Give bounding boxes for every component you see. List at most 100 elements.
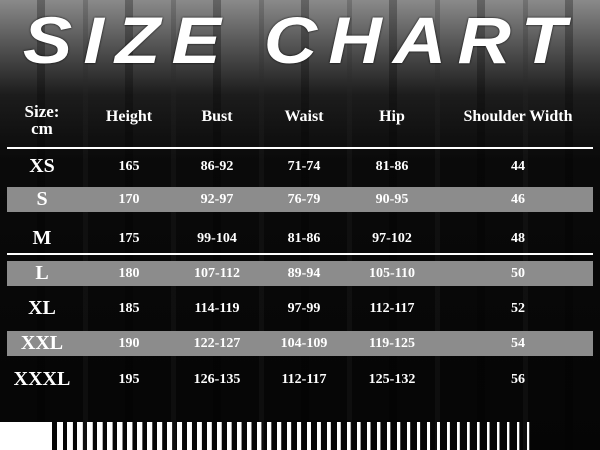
- barcode-stripe: [457, 422, 460, 450]
- barcode-stripe: [77, 422, 83, 450]
- barcode-stripe: [447, 422, 450, 450]
- cell-hip: 105-110: [369, 266, 415, 281]
- divider: [7, 147, 593, 149]
- cell-height: 170: [118, 192, 140, 207]
- cell-shoulder: 50: [511, 266, 525, 281]
- cell-waist: 71-74: [287, 159, 321, 174]
- barcode-stripe: [387, 422, 391, 450]
- table-row: S 170 92-97 76-79 90-95 46: [0, 187, 600, 212]
- cell-hip: 119-125: [369, 336, 415, 351]
- barcode-stripe: [527, 422, 530, 450]
- cell-height: 165: [118, 159, 140, 174]
- divider: [7, 253, 593, 255]
- cell-height: 185: [118, 301, 140, 316]
- barcode-stripe: [427, 422, 431, 450]
- cell-size: XXXL: [13, 368, 71, 390]
- cell-shoulder: 46: [511, 192, 525, 207]
- table-row: L 180 107-112 89-94 105-110 50: [0, 261, 600, 286]
- cell-bust: 86-92: [200, 159, 234, 174]
- barcode-stripe: [487, 422, 490, 450]
- cell-waist: 89-94: [287, 266, 321, 281]
- barcode-stripe: [337, 422, 341, 450]
- barcode-stripe: [247, 422, 252, 450]
- barcode-stripe: [367, 422, 371, 450]
- cell-hip: 81-86: [375, 159, 409, 174]
- cell-height: 180: [118, 266, 140, 281]
- barcode-stripe: [317, 422, 321, 450]
- cell-hip: 90-95: [375, 192, 409, 207]
- table-row: XXXL 195 126-135 112-117 125-132 56: [0, 367, 600, 392]
- cell-hip: 125-132: [368, 372, 416, 387]
- table-row: M 175 99-104 81-86 97-102 48: [0, 226, 600, 251]
- row-band: [7, 187, 593, 212]
- barcode-stripe: [107, 422, 113, 450]
- barcode-stripe: [277, 422, 282, 450]
- cell-waist: 81-86: [287, 231, 321, 246]
- cell-shoulder: 52: [511, 301, 525, 316]
- barcode-stripe: [397, 422, 401, 450]
- barcode-stripe: [157, 422, 163, 450]
- header-waist: Waist: [284, 108, 324, 125]
- cell-shoulder: 54: [511, 336, 525, 351]
- page-title: SIZE CHART: [22, 3, 578, 77]
- barcode-stripe: [287, 422, 292, 450]
- barcode-stripe: [417, 422, 421, 450]
- barcode-stripe: [117, 422, 123, 450]
- cell-size: S: [36, 188, 48, 210]
- cell-waist: 104-109: [280, 336, 328, 351]
- cell-size: XL: [28, 297, 56, 319]
- cell-bust: 107-112: [194, 266, 240, 281]
- barcode-stripe: [347, 422, 351, 450]
- header-size: Size: cm: [25, 103, 60, 137]
- barcode-stripe: [517, 422, 520, 450]
- barcode-stripe: [0, 422, 52, 450]
- barcode-stripe: [307, 422, 311, 450]
- cell-waist: 76-79: [287, 192, 321, 207]
- barcode-stripe: [177, 422, 183, 450]
- barcode-stripe: [57, 422, 63, 450]
- cell-height: 190: [118, 336, 140, 351]
- cell-size: XS: [29, 155, 55, 177]
- cell-bust: 92-97: [200, 192, 234, 207]
- cell-bust: 99-104: [197, 231, 237, 246]
- cell-hip: 97-102: [372, 231, 412, 246]
- table-row: XL 185 114-119 97-99 112-117 52: [0, 296, 600, 321]
- row-band: [7, 331, 593, 356]
- header-size-line1: Size:: [24, 102, 60, 121]
- header-size-line2: cm: [31, 119, 53, 138]
- barcode-stripe: [67, 422, 73, 450]
- barcode-stripe: [187, 422, 192, 450]
- cell-size: M: [32, 227, 52, 249]
- cell-hip: 112-117: [369, 301, 415, 316]
- barcode-stripe: [257, 422, 262, 450]
- barcode-stripe: [507, 422, 510, 450]
- barcode-stripe: [477, 422, 480, 450]
- cell-size: XXL: [20, 332, 64, 354]
- barcode-stripe: [87, 422, 93, 450]
- barcode-stripe: [357, 422, 361, 450]
- cell-bust: 126-135: [193, 372, 241, 387]
- barcode-decoration: [0, 422, 530, 450]
- cell-height: 195: [118, 372, 140, 387]
- barcode-stripe: [167, 422, 173, 450]
- barcode-stripe: [227, 422, 232, 450]
- barcode-stripe: [197, 422, 202, 450]
- cell-size: L: [35, 262, 49, 284]
- row-band: [7, 261, 593, 286]
- header-hip: Hip: [379, 108, 405, 125]
- table-row: XXL 190 122-127 104-109 119-125 54: [0, 331, 600, 356]
- barcode-stripe: [377, 422, 381, 450]
- barcode-stripe: [207, 422, 212, 450]
- barcode-stripe: [137, 422, 143, 450]
- barcode-stripe: [497, 422, 500, 450]
- barcode-stripe: [437, 422, 440, 450]
- cell-shoulder: 56: [511, 372, 525, 387]
- barcode-stripe: [467, 422, 470, 450]
- cell-shoulder: 48: [511, 231, 525, 246]
- barcode-stripe: [127, 422, 133, 450]
- barcode-stripe: [147, 422, 153, 450]
- cell-waist: 112-117: [281, 372, 327, 387]
- barcode-stripe: [217, 422, 222, 450]
- cell-bust: 122-127: [193, 336, 241, 351]
